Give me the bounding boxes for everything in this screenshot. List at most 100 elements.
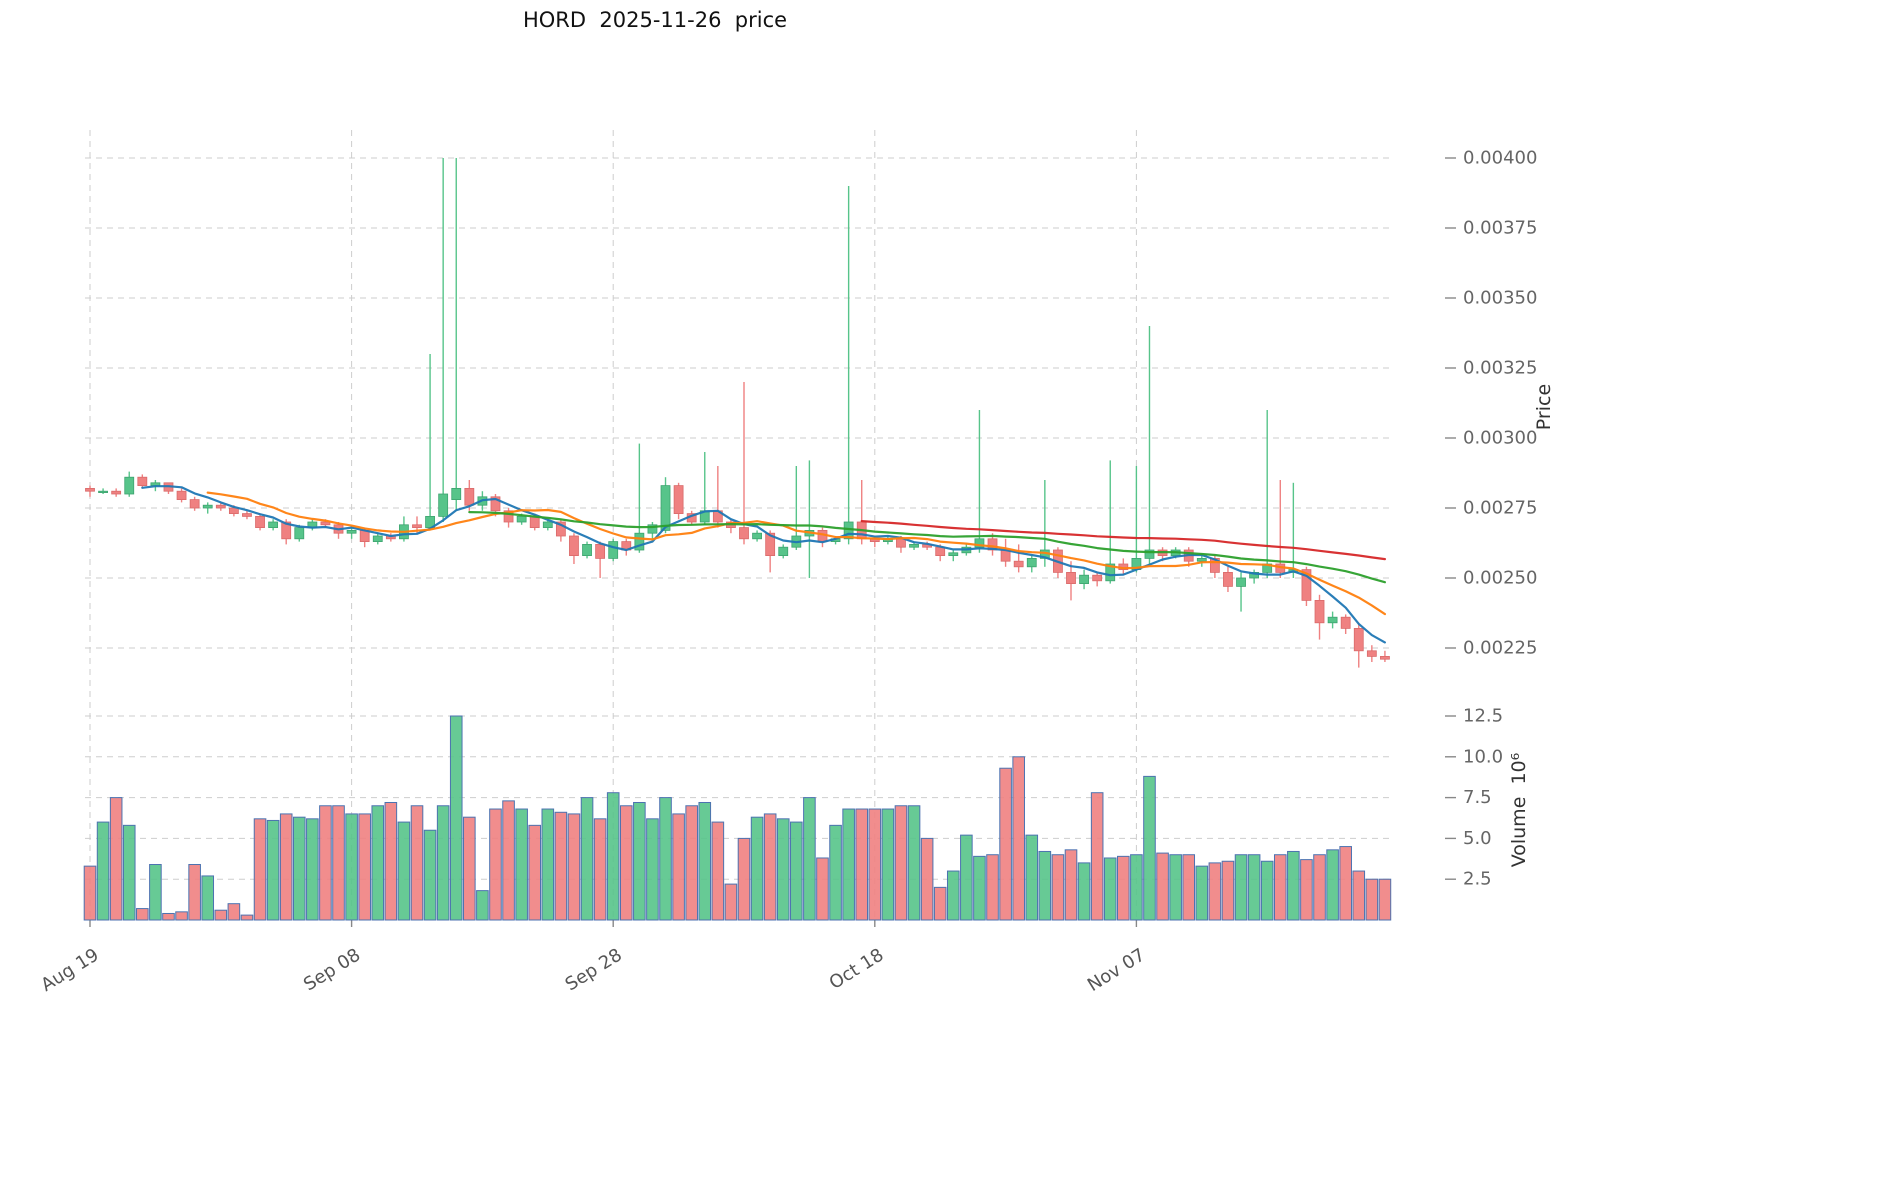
volume-bar xyxy=(358,813,371,921)
candle-body xyxy=(1380,656,1390,660)
price-tick-label: 0.00325 xyxy=(1463,358,1537,379)
volume-bar xyxy=(410,805,424,921)
right-axis: 0.00400 0.00375 0.00350 0.00325 0.00300 0.002… xyxy=(1445,148,1537,890)
volume-bar xyxy=(384,801,398,921)
volume-bar xyxy=(201,875,215,921)
volume-bar xyxy=(659,797,672,921)
candle-body xyxy=(189,499,200,509)
volume-bar xyxy=(790,821,803,921)
volume-bar xyxy=(240,914,254,921)
candle-body xyxy=(582,544,592,557)
volume-bar xyxy=(1051,854,1065,921)
candle-body xyxy=(294,527,305,540)
volume-bar xyxy=(973,855,986,921)
volume-bar xyxy=(816,857,829,921)
price-axis-label: Price xyxy=(1533,383,1555,431)
candle-body xyxy=(1314,600,1325,624)
x-tick-label: Nov 07 xyxy=(1084,944,1149,996)
volume-bar xyxy=(842,808,855,921)
volume-bar xyxy=(855,808,869,921)
volume-bar xyxy=(1260,860,1274,921)
volume-bar xyxy=(593,818,607,921)
volume-bar xyxy=(868,808,882,921)
candle-body xyxy=(765,532,776,557)
volume-bar xyxy=(319,805,332,921)
candle-body xyxy=(896,538,906,548)
volume-bar xyxy=(672,813,685,921)
volume-bar xyxy=(463,816,476,921)
volume-bar xyxy=(750,816,764,921)
candle-body xyxy=(320,521,331,526)
volume-bar xyxy=(1117,855,1130,921)
volume-series xyxy=(83,715,1392,921)
volume-bar xyxy=(1012,756,1025,921)
volume-bar xyxy=(606,792,620,921)
volume-bar xyxy=(633,801,646,921)
volume-bar xyxy=(306,818,319,921)
x-tick-label: Sep 08 xyxy=(300,944,364,995)
volume-bar xyxy=(227,903,241,921)
volume-tick-label: 2.5 xyxy=(1463,869,1492,890)
volume-bar xyxy=(894,805,908,921)
x-tick-label: Aug 19 xyxy=(37,944,102,996)
candle-body xyxy=(137,476,148,487)
candle-body xyxy=(778,546,789,557)
volume-bar xyxy=(619,805,633,921)
volume-bar xyxy=(266,819,280,921)
volume-bar xyxy=(122,824,136,921)
volume-bar xyxy=(83,865,97,921)
volume-bar xyxy=(1064,849,1078,921)
volume-bar xyxy=(881,808,895,921)
candle-body xyxy=(1301,569,1312,601)
candle-body xyxy=(542,521,553,528)
price-tick-label: 0.00300 xyxy=(1463,428,1537,449)
volume-bar xyxy=(332,805,345,921)
volume-bar xyxy=(960,834,973,921)
volume-bar xyxy=(580,797,594,921)
candle-body xyxy=(412,524,422,528)
volume-bar xyxy=(1352,870,1366,921)
volume-bar xyxy=(436,805,450,921)
volume-bar xyxy=(528,824,542,921)
ma30-line xyxy=(468,510,1387,584)
candle-body xyxy=(124,476,135,495)
candle-body xyxy=(451,487,462,500)
volume-bar xyxy=(724,883,738,921)
candle-body xyxy=(346,530,357,534)
volume-bar xyxy=(541,808,555,921)
volume-bar xyxy=(1365,878,1379,921)
ma10-line xyxy=(206,491,1387,616)
candle-body xyxy=(516,516,527,523)
candles-series xyxy=(85,158,1390,668)
candle-body xyxy=(909,544,919,548)
candle-body xyxy=(1013,560,1024,568)
candle-body xyxy=(1196,558,1207,562)
candle-body xyxy=(372,535,383,542)
volume-bar xyxy=(1103,857,1117,921)
volume-bar xyxy=(397,821,411,921)
x-tick-label: Sep 28 xyxy=(562,944,626,995)
ma60-line xyxy=(860,519,1387,561)
candle-body xyxy=(1340,616,1351,629)
volume-bar xyxy=(1339,846,1352,921)
candle-body xyxy=(503,510,514,523)
volume-bar xyxy=(803,797,816,921)
candle-body xyxy=(529,516,540,529)
volume-bar xyxy=(1313,854,1326,921)
candle-body xyxy=(608,541,619,559)
volume-bar xyxy=(907,805,921,921)
candle-body xyxy=(948,552,959,556)
volume-bar xyxy=(476,890,489,921)
candle-body xyxy=(98,490,108,494)
volume-bar xyxy=(96,821,110,921)
candle-body xyxy=(228,507,239,514)
candle-body xyxy=(1353,628,1364,652)
candle-body xyxy=(595,544,606,559)
volume-bar xyxy=(946,870,960,921)
volume-bar xyxy=(136,908,149,921)
volume-bar xyxy=(1208,862,1222,921)
volume-bar xyxy=(1195,865,1209,921)
candle-body xyxy=(660,485,671,531)
volume-bar xyxy=(1287,850,1300,921)
